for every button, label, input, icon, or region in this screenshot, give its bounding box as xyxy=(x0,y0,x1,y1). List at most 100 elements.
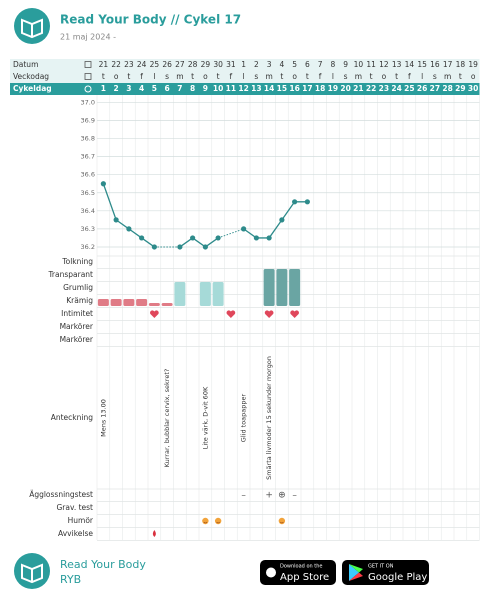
row-label: Krämig xyxy=(66,296,93,305)
temperature-point xyxy=(279,217,285,223)
cycle-icon xyxy=(84,85,92,93)
temperature-line xyxy=(179,237,219,248)
footer-name: Read Your Body xyxy=(60,558,146,571)
mucus-bar xyxy=(289,269,301,306)
temperature-point xyxy=(241,226,247,232)
date-cell: 3 xyxy=(267,60,272,69)
weekday-cell: o xyxy=(292,72,297,81)
cycle_day-cell: 8 xyxy=(190,84,195,93)
gap-connector xyxy=(217,228,244,239)
mucus-bar xyxy=(199,282,211,306)
cycle_day-cell: 5 xyxy=(152,84,157,93)
temperature-point xyxy=(126,226,132,232)
temperature-point xyxy=(253,235,259,241)
weekday-cell: t xyxy=(127,72,130,81)
note: Glid toapapper xyxy=(240,393,248,442)
temperature-point xyxy=(304,199,310,205)
cycle_day-cell: 21 xyxy=(353,84,363,93)
temperature-point xyxy=(151,244,157,250)
mucus-bar xyxy=(161,303,173,306)
note: Smärta livmoder 15 sekunder morgon xyxy=(265,356,273,480)
date-cell: 16 xyxy=(430,60,440,69)
weekday-cell: l xyxy=(153,72,155,81)
temperature-point xyxy=(113,217,119,223)
date-cell: 23 xyxy=(124,60,134,69)
date-cell: 1 xyxy=(241,60,246,69)
row-label: Humör xyxy=(68,516,94,525)
cycle_day-cell: 25 xyxy=(404,84,414,93)
heart-icon xyxy=(290,310,299,318)
y-tick-label: 36.2 xyxy=(81,243,95,251)
cycle_day-cell: 11 xyxy=(226,84,236,93)
calendar-icon xyxy=(84,73,92,80)
date-cell: 22 xyxy=(111,60,121,69)
date-cell: 13 xyxy=(392,60,402,69)
date-cell: 26 xyxy=(162,60,172,69)
temperature-point xyxy=(292,199,298,205)
y-tick-label: 36.7 xyxy=(81,153,95,161)
weekday-cell: m xyxy=(444,72,451,81)
mucus-bar xyxy=(97,299,109,306)
date-cell: 24 xyxy=(137,60,147,69)
ovulation-test: – xyxy=(241,491,246,501)
row-label: Datum xyxy=(13,60,38,69)
cycle_day-cell: 1 xyxy=(101,84,106,93)
mood-icon xyxy=(278,517,286,525)
cycle_day-cell: 22 xyxy=(366,84,376,93)
app-store-badge[interactable] xyxy=(260,560,336,585)
weekday-cell: s xyxy=(344,72,348,81)
weekday-cell: f xyxy=(230,72,233,81)
mood-icon xyxy=(214,517,222,525)
weekday-cell: f xyxy=(408,72,411,81)
weekday-cell: s xyxy=(254,72,258,81)
weekday-cell: o xyxy=(114,72,119,81)
weekday-cell: s xyxy=(433,72,437,81)
y-tick-label: 36.3 xyxy=(81,225,95,233)
heart-icon xyxy=(150,310,159,318)
date-cell: 14 xyxy=(405,60,415,69)
weekday-cell: t xyxy=(102,72,105,81)
note: Lite värk, D-vit 60K xyxy=(201,386,209,449)
weekday-cell: m xyxy=(355,72,362,81)
weekday-cell: l xyxy=(421,72,423,81)
date-cell: 9 xyxy=(343,60,348,69)
mucus-bar xyxy=(263,269,275,306)
row-label: Veckodag xyxy=(13,72,49,81)
google-play-badge[interactable] xyxy=(342,560,429,585)
weekday-cell: o xyxy=(203,72,208,81)
row-label: Cykeldag xyxy=(13,84,52,93)
play-icon xyxy=(349,564,363,573)
play-icon xyxy=(349,572,363,581)
cycle_day-cell: 24 xyxy=(391,84,401,93)
weekday-cell: o xyxy=(382,72,387,81)
mucus-bar xyxy=(174,282,186,306)
row-label: Markörer xyxy=(60,335,94,344)
cycle_day-cell: 17 xyxy=(302,84,312,93)
weekday-cell: o xyxy=(471,72,476,81)
cycle_day-cell: 16 xyxy=(289,84,299,93)
row-label: Ägglossningstest xyxy=(29,490,93,499)
mood-smile xyxy=(216,521,220,524)
date-cell: 15 xyxy=(417,60,427,69)
row-label: Transparant xyxy=(47,270,93,279)
badge-small: GET IT ON xyxy=(368,564,394,570)
cycle_day-cell: 20 xyxy=(340,84,350,93)
temperature-point xyxy=(190,235,196,241)
footer-short: RYB xyxy=(60,573,81,586)
cycle_day-cell: 2 xyxy=(114,84,119,93)
cycle_day-cell: 4 xyxy=(139,84,144,93)
row-label: Avvikelse xyxy=(58,529,93,538)
date-cell: 28 xyxy=(188,60,198,69)
mucus-bar xyxy=(110,299,122,306)
cycle_day-cell: 13 xyxy=(251,84,261,93)
cycle_day-cell: 29 xyxy=(455,84,465,93)
date-cell: 21 xyxy=(99,60,109,69)
mucus-bar xyxy=(136,299,148,306)
y-tick-label: 36.9 xyxy=(81,116,95,124)
y-tick-label: 36.6 xyxy=(81,171,95,179)
mood-smile xyxy=(203,521,208,524)
cycle_day-cell: 12 xyxy=(238,84,248,93)
date-cell: 31 xyxy=(226,60,236,69)
mood-smile xyxy=(280,521,284,524)
logo-book xyxy=(21,563,43,584)
